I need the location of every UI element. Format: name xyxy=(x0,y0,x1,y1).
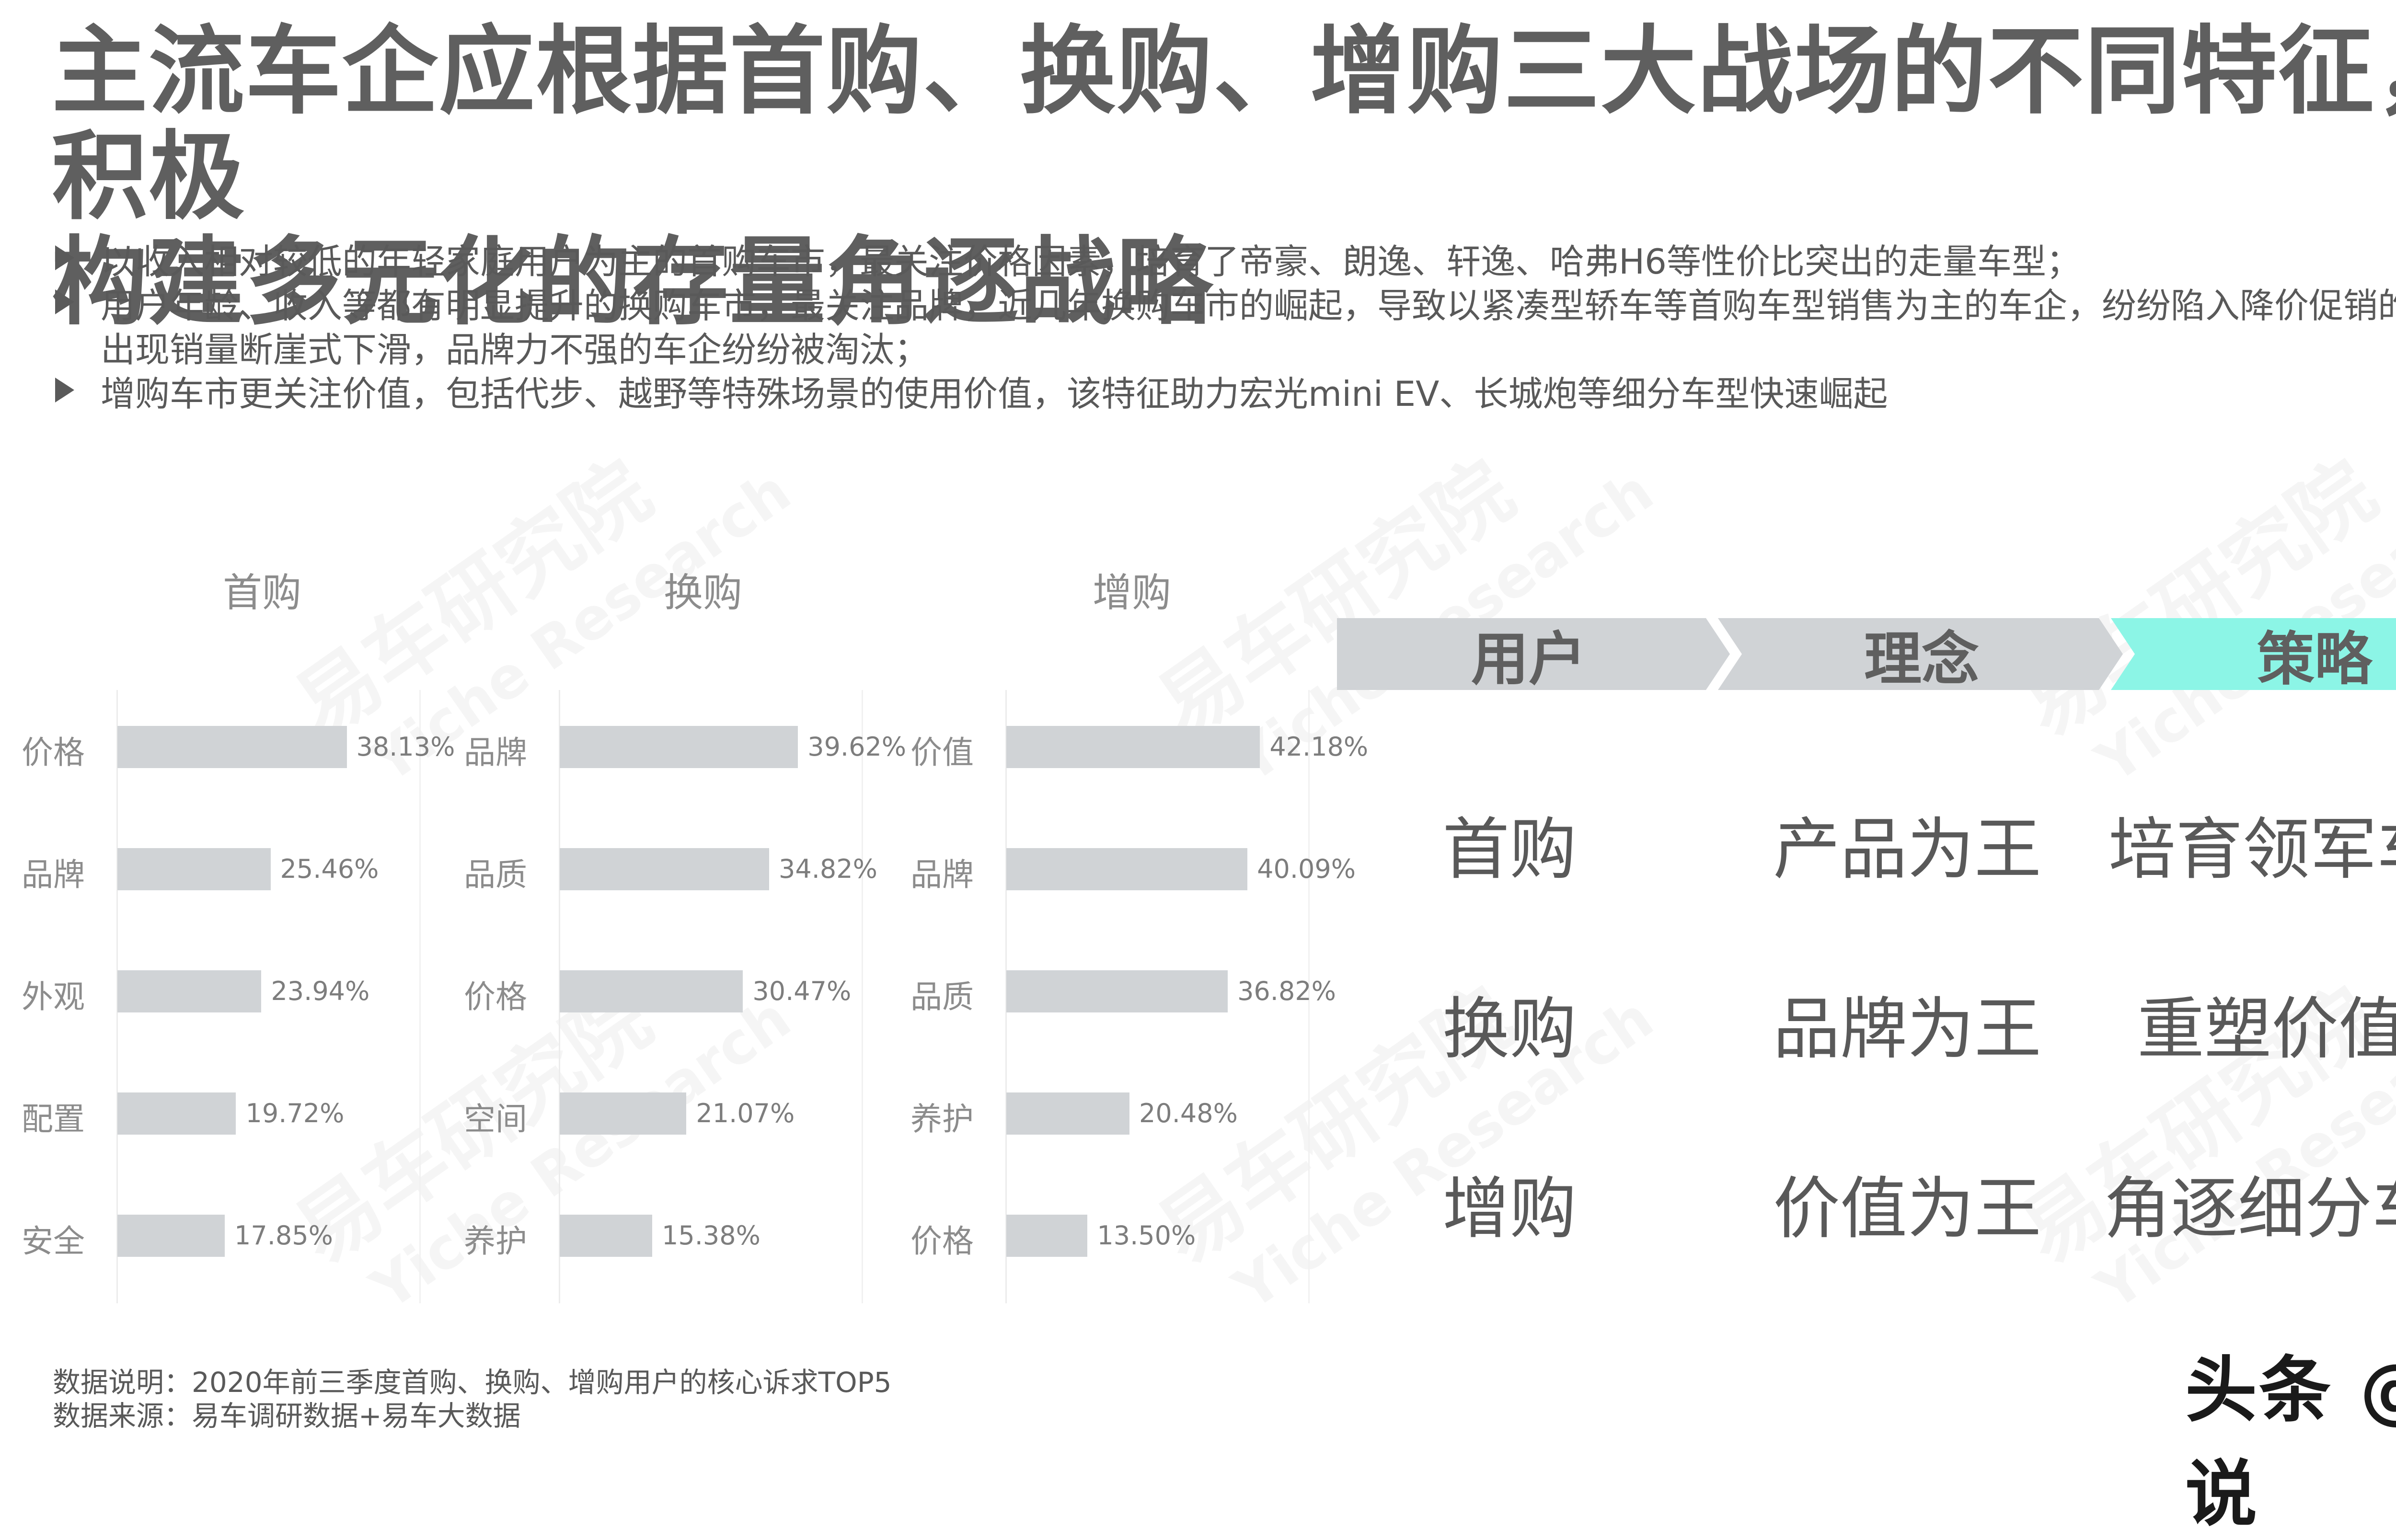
category-label: 价格 xyxy=(464,978,527,1015)
bar xyxy=(560,1215,653,1257)
bar xyxy=(1006,848,1248,890)
arrow-bullet-icon xyxy=(55,378,74,402)
page-title: 主流车企应根据首购、换购、增购三大战场的不同特征，积极 构建多元化的存量角逐战略 xyxy=(52,19,2396,335)
strategy-header: 用户 理念 策略 xyxy=(1337,618,2396,693)
value-label: 39.62% xyxy=(807,732,907,762)
row-strategy: 重塑价值链 xyxy=(2137,990,2396,1069)
grid-line xyxy=(419,690,421,1303)
value-label: 40.09% xyxy=(1257,854,1356,884)
header-concept: 理念 xyxy=(1864,626,1979,693)
value-label: 15.38% xyxy=(662,1220,760,1251)
value-label: 19.72% xyxy=(245,1098,345,1128)
value-label: 13.50% xyxy=(1097,1220,1196,1251)
bullet-item: 用户年龄、收入等都有明显提升的换购车市，最关注品牌，近几年换购车市的崛起，导致以… xyxy=(50,284,2396,372)
page-title-line2: 构建多元化的存量角逐战略 xyxy=(52,227,1214,338)
bar xyxy=(117,1092,236,1135)
row-concept: 价值为王 xyxy=(1773,1170,2042,1248)
category-label: 品牌 xyxy=(464,734,527,771)
bar xyxy=(560,1092,687,1135)
value-label: 17.85% xyxy=(234,1220,333,1251)
category-label: 养护 xyxy=(464,1223,527,1260)
brand-signature: 头条 @侠说 xyxy=(2185,1349,2396,1536)
value-label: 30.47% xyxy=(752,976,852,1006)
row-user: 增购 xyxy=(1442,1170,1577,1248)
value-label: 36.82% xyxy=(1237,976,1336,1006)
data-note: 数据说明：2020年前三季度首购、换购、增购用户的核心诉求TOP5 xyxy=(53,1366,892,1399)
value-label: 21.07% xyxy=(696,1098,795,1128)
bullet-item: 以收入相对较低的年轻家庭用户为主的首购车市，最关注价格因素，培育了帝豪、朗逸、轩… xyxy=(50,240,2396,284)
category-label: 外观 xyxy=(22,978,85,1015)
value-label: 20.48% xyxy=(1139,1098,1238,1128)
bullet-list: 以收入相对较低的年轻家庭用户为主的首购车市，最关注价格因素，培育了帝豪、朗逸、轩… xyxy=(50,240,2396,416)
row-user: 换购 xyxy=(1442,990,1577,1069)
footer: 数据说明：2020年前三季度首购、换购、增购用户的核心诉求TOP5 数据来源：易… xyxy=(53,1366,892,1433)
row-concept: 产品为王 xyxy=(1773,811,2042,889)
category-label: 品牌 xyxy=(22,856,85,893)
watermark: 易车研究院 Yiche Research xyxy=(2004,970,2396,1323)
bar xyxy=(117,1215,225,1257)
value-label: 34.82% xyxy=(778,854,877,884)
axis-line xyxy=(559,690,560,1303)
bar xyxy=(560,970,743,1012)
chart-title: 首购 xyxy=(223,570,302,616)
category-label: 品牌 xyxy=(910,856,974,893)
axis-line xyxy=(116,690,118,1303)
category-label: 养护 xyxy=(910,1101,974,1138)
bullet-item: 增购车市更关注价值，包括代步、越野等特殊场景的使用价值，该特征助力宏光mini … xyxy=(50,372,2396,416)
category-label: 价值 xyxy=(910,734,974,771)
chevron-arrows-icon xyxy=(1337,618,2396,690)
watermark: 易车研究院 Yiche Research xyxy=(2004,443,2396,796)
category-label: 价格 xyxy=(910,1223,974,1260)
axis-line xyxy=(1005,690,1007,1303)
category-label: 配置 xyxy=(22,1101,85,1138)
category-label: 价格 xyxy=(22,734,85,771)
bar xyxy=(560,726,798,768)
grid-line xyxy=(862,690,863,1303)
category-label: 品质 xyxy=(464,856,527,893)
bar xyxy=(1006,1215,1088,1257)
header-user: 用户 xyxy=(1471,626,1586,693)
chart-title: 增购 xyxy=(1093,570,1172,616)
row-strategy: 角逐细分车市 xyxy=(2104,1170,2396,1248)
category-label: 空间 xyxy=(464,1101,527,1138)
row-user: 首购 xyxy=(1442,811,1577,889)
value-label: 25.46% xyxy=(280,854,379,884)
bar xyxy=(560,848,769,890)
bar xyxy=(1006,970,1228,1012)
header-strategy: 策略 xyxy=(2257,626,2372,693)
category-label: 安全 xyxy=(22,1223,85,1260)
chart-title: 换购 xyxy=(664,570,743,616)
value-label: 23.94% xyxy=(271,976,370,1006)
category-label: 品质 xyxy=(910,978,974,1015)
row-concept: 品牌为王 xyxy=(1773,990,2042,1069)
bar xyxy=(117,970,262,1012)
bar xyxy=(1006,726,1260,768)
value-label: 42.18% xyxy=(1269,732,1369,762)
bar xyxy=(117,848,271,890)
arrow-bullet-icon xyxy=(55,245,74,270)
bar xyxy=(1006,1092,1130,1135)
value-label: 38.13% xyxy=(356,732,455,762)
row-strategy: 培育领军车型 xyxy=(2108,811,2396,889)
arrow-bullet-icon xyxy=(55,289,74,314)
page-title-line1: 主流车企应根据首购、换购、增购三大战场的不同特征，积极 xyxy=(52,16,2396,233)
data-source: 数据来源：易车调研数据+易车大数据 xyxy=(53,1400,521,1432)
bar xyxy=(117,726,347,768)
grid-line xyxy=(1308,690,1310,1303)
